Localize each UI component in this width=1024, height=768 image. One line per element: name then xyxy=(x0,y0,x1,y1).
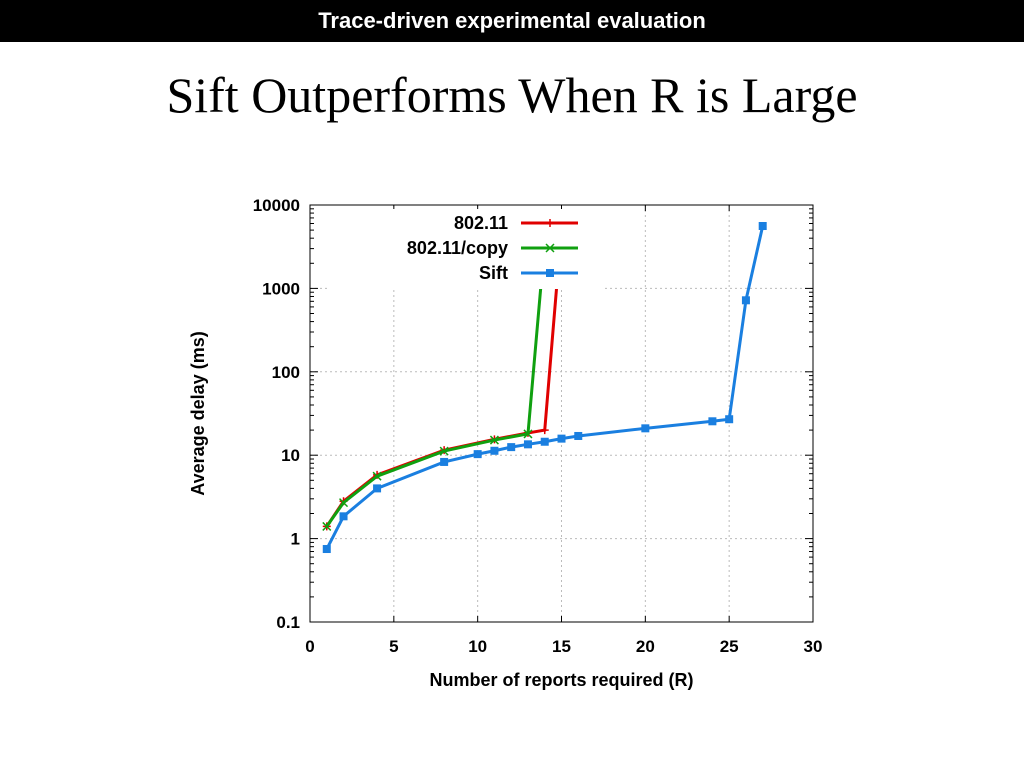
section-header-bar: Trace-driven experimental evaluation xyxy=(0,0,1024,42)
data-point-802-11-copy xyxy=(439,446,449,456)
y-tick-label: 1 xyxy=(291,530,300,549)
series-802-11-copy xyxy=(322,237,550,531)
data-point-sift xyxy=(741,296,750,305)
legend-marker-802-11-copy xyxy=(545,243,555,253)
x-tick-label: 10 xyxy=(468,637,487,656)
x-tick-label: 0 xyxy=(305,637,314,656)
data-point-sift xyxy=(641,424,650,433)
data-point-802-11 xyxy=(540,426,549,435)
data-point-802-11-copy xyxy=(489,435,499,445)
x-axis-label: Number of reports required (R) xyxy=(429,670,693,690)
section-title: Trace-driven experimental evaluation xyxy=(318,8,706,33)
data-point-sift xyxy=(440,457,449,466)
data-point-sift xyxy=(322,545,331,554)
data-point-sift xyxy=(574,431,583,440)
data-point-sift xyxy=(507,443,516,452)
data-point-802-11-copy xyxy=(523,429,533,439)
legend: 802.11 802.11/copy Sift xyxy=(330,209,605,289)
legend-marker-sift xyxy=(546,269,554,277)
y-tick-label: 1000 xyxy=(262,279,300,298)
y-axis-label: Average delay (ms) xyxy=(188,331,208,495)
y-tick-label: 10000 xyxy=(253,196,300,215)
data-point-sift xyxy=(339,512,348,521)
data-point-sift xyxy=(557,434,566,443)
data-point-sift xyxy=(725,415,734,424)
y-tick-label: 0.1 xyxy=(276,613,300,632)
x-tick-label: 30 xyxy=(804,637,823,656)
data-point-sift xyxy=(758,222,767,231)
x-tick-label: 5 xyxy=(389,637,398,656)
data-point-sift xyxy=(708,417,717,426)
axis-ticks: 0 5 10 15 20 25 30 0.1 1 10 100 1000 10000 xyxy=(253,196,823,656)
series-line-sift xyxy=(325,225,765,550)
data-point-802-11-copy xyxy=(339,498,349,508)
data-point-802-11-copy xyxy=(322,521,332,531)
y-tick-label: 10 xyxy=(281,446,300,465)
data-point-sift xyxy=(473,450,482,459)
data-point-sift xyxy=(373,484,382,493)
x-tick-label: 15 xyxy=(552,637,571,656)
legend-label-sift: Sift xyxy=(479,263,508,283)
legend-label-802-11-copy: 802.11/copy xyxy=(407,238,508,258)
legend-label-802-11: 802.11 xyxy=(454,213,508,233)
slide-title: Sift Outperforms When R is Large xyxy=(166,67,858,123)
data-point-sift xyxy=(490,446,499,455)
y-tick-label: 100 xyxy=(272,363,300,382)
data-point-sift xyxy=(523,440,532,449)
data-point-sift xyxy=(540,437,549,446)
x-tick-label: 20 xyxy=(636,637,655,656)
series-sift xyxy=(322,222,767,554)
legend-marker-802-11 xyxy=(546,219,554,227)
x-tick-label: 25 xyxy=(720,637,739,656)
series-layer xyxy=(322,222,767,554)
data-point-802-11-copy xyxy=(372,471,382,481)
